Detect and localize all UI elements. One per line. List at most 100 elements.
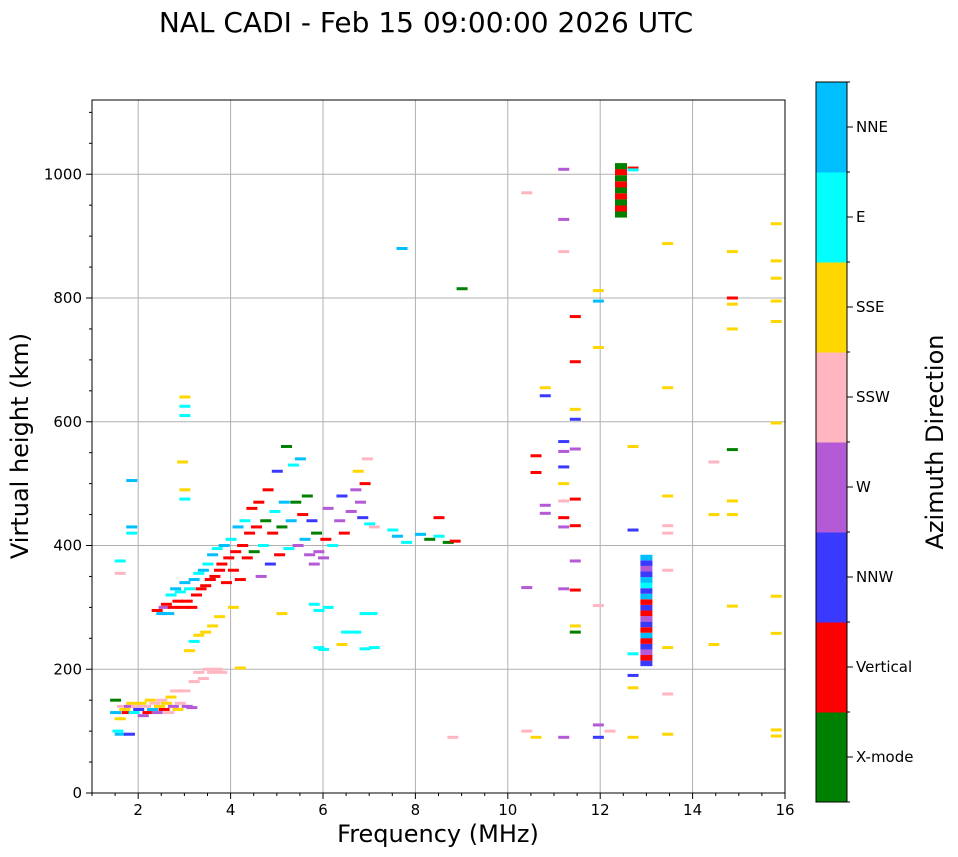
echo-point <box>662 531 674 535</box>
echo-point <box>627 735 639 739</box>
echo-point <box>530 454 542 458</box>
echo-point <box>770 728 782 732</box>
echo-point <box>255 574 267 578</box>
echo-point <box>359 612 371 616</box>
chart-title: NAL CADI - Feb 15 09:00:00 2026 UTC <box>159 6 693 39</box>
echo-point <box>662 732 674 736</box>
x-axis-ticks: 2 4 6 8 10 12 14 16 <box>91 793 795 819</box>
colorbar-tick-label: NNW <box>856 568 893 586</box>
echo-point <box>447 735 459 739</box>
colorbar-tick-label: NNE <box>856 118 888 136</box>
echo-point <box>172 707 184 711</box>
echo-point <box>539 394 551 398</box>
echo-point <box>327 544 339 547</box>
echo-point <box>207 670 219 674</box>
echo-point <box>156 698 168 702</box>
echo-point <box>345 509 357 513</box>
echo-point <box>592 346 604 349</box>
echo-point <box>627 168 639 172</box>
echo-point <box>156 612 168 616</box>
echo-point <box>415 532 427 536</box>
echo-point <box>558 516 570 520</box>
y-tick-label: 600 <box>53 413 82 431</box>
echo-point <box>216 562 228 566</box>
echo-column-segment <box>640 621 653 628</box>
echo-point <box>223 556 235 560</box>
echo-point <box>334 519 346 523</box>
echo-column-segment <box>640 638 653 644</box>
echo-column-segment <box>640 560 653 566</box>
echo-point <box>313 608 325 612</box>
echo-point <box>248 550 260 554</box>
echo-column-segment <box>614 169 627 176</box>
echo-point <box>160 701 172 705</box>
echo-point <box>137 714 149 718</box>
echo-point <box>285 519 297 523</box>
echo-point <box>359 482 371 486</box>
echo-point <box>227 605 239 609</box>
echo-point <box>364 522 376 526</box>
echo-point <box>521 191 533 195</box>
echo-point <box>186 706 198 710</box>
echo-point <box>179 414 191 418</box>
y-axis-ticks: 0 200 400 600 800 1000 <box>44 111 92 802</box>
echo-point <box>770 421 782 425</box>
echo-point <box>126 531 138 535</box>
echo-point <box>167 605 179 609</box>
echo-point <box>318 556 329 560</box>
echo-point <box>569 588 581 592</box>
echo-point <box>193 633 205 637</box>
echo-point <box>726 499 738 503</box>
echo-point <box>558 587 570 591</box>
y-tick-label: 1000 <box>44 165 82 183</box>
echo-point <box>117 704 129 708</box>
echo-point <box>271 469 283 473</box>
echo-point <box>294 457 306 461</box>
echo-point <box>262 488 274 492</box>
echo-column-segment <box>640 554 653 561</box>
echo-point <box>110 698 122 702</box>
echo-point <box>569 497 581 501</box>
echo-point <box>214 568 226 572</box>
echo-point <box>456 287 468 291</box>
echo-point <box>726 513 738 517</box>
echo-point <box>188 578 200 582</box>
echo-point <box>163 612 175 616</box>
echo-point <box>424 537 436 541</box>
echo-column-segment <box>640 655 653 661</box>
echo-point <box>539 386 551 390</box>
echo-point <box>278 500 290 504</box>
colorbar-tick-label: SSE <box>856 298 885 316</box>
echo-point <box>558 465 570 469</box>
echo-point <box>140 704 152 708</box>
echo-point <box>158 605 170 609</box>
echo-point <box>770 631 782 635</box>
echo-column-segment <box>614 199 627 206</box>
echo-point <box>197 677 209 681</box>
echo-point <box>151 608 163 612</box>
x-tick-label: 16 <box>775 801 794 819</box>
echo-point <box>267 531 279 535</box>
echo-point <box>165 695 177 699</box>
echo-point <box>269 509 281 513</box>
echo-point <box>119 707 131 711</box>
echo-point <box>160 602 172 606</box>
echo-column-segment <box>614 175 627 182</box>
echo-point <box>311 531 323 535</box>
echo-point <box>726 604 738 608</box>
echo-point <box>569 559 581 563</box>
echo-point <box>627 528 639 532</box>
echo-point <box>558 525 570 529</box>
echo-point <box>126 525 138 529</box>
echo-point <box>188 639 200 643</box>
echo-point <box>133 707 145 711</box>
colorbar-tick-label: E <box>856 208 865 226</box>
x-tick-label: 4 <box>226 801 236 819</box>
echo-point <box>558 735 570 739</box>
echo-point <box>322 605 334 609</box>
echo-point <box>264 562 276 566</box>
echo-point <box>165 593 177 597</box>
echo-point <box>239 519 251 523</box>
echo-point <box>708 460 720 464</box>
echo-point <box>195 587 207 591</box>
